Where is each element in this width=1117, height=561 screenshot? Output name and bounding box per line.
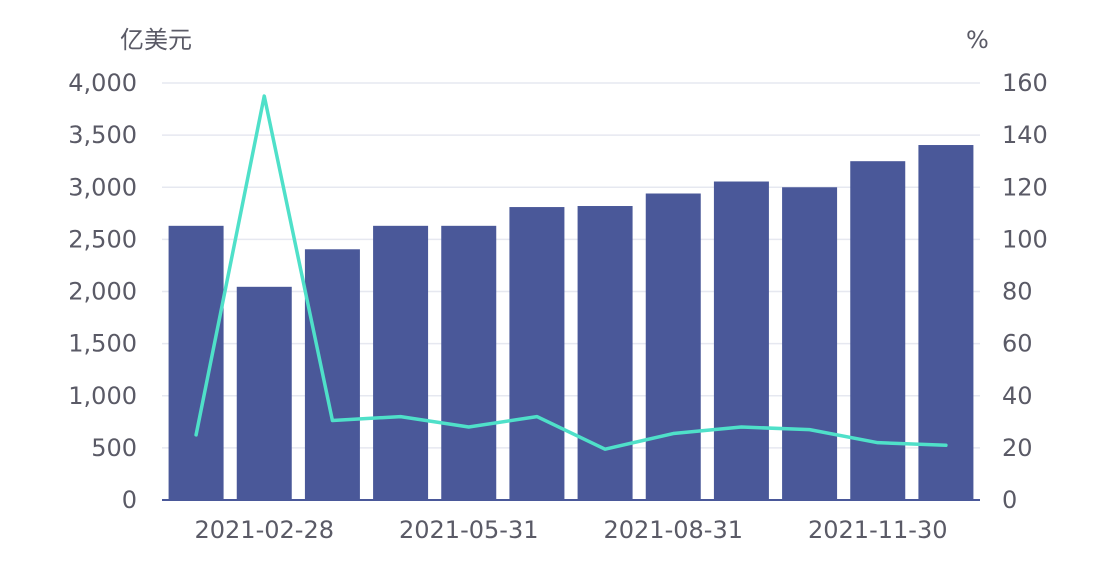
bar	[509, 207, 565, 500]
y-left-tick-label: 500	[91, 434, 137, 462]
x-tick-label: 2021-02-28	[195, 516, 334, 544]
y-axis-left: 0 500 1,000 1,500 2,000 2,500 3,000 3,500 4,000	[68, 69, 137, 514]
x-tick-label: 2021-11-30	[808, 516, 947, 544]
bar	[850, 161, 906, 500]
y-right-tick-label: 160	[1002, 69, 1048, 97]
bar	[713, 181, 769, 501]
bar	[373, 225, 429, 500]
bar	[645, 193, 701, 500]
bar	[782, 187, 838, 500]
y-right-tick-label: 60	[1002, 330, 1033, 358]
bar	[441, 225, 497, 500]
y-right-tick-label: 80	[1002, 278, 1033, 306]
line-series	[194, 94, 948, 451]
y-right-tick-label: 120	[1002, 173, 1048, 201]
bar-series	[168, 145, 974, 501]
y-left-tick-label: 3,000	[68, 173, 137, 201]
y-right-unit-label: %	[966, 26, 989, 54]
y-left-tick-label: 2,000	[68, 278, 137, 306]
bar	[236, 286, 292, 500]
x-axis-ticks: 2021-02-28 2021-05-31 2021-08-31 2021-11-30	[195, 516, 948, 544]
y-left-tick-label: 0	[122, 486, 137, 514]
y-right-tick-label: 140	[1002, 121, 1048, 149]
y-right-tick-label: 20	[1002, 434, 1033, 462]
bar	[918, 145, 974, 500]
y-left-tick-label: 1,500	[68, 330, 137, 358]
bar	[168, 225, 224, 500]
x-tick-label: 2021-05-31	[399, 516, 538, 544]
bar	[304, 249, 360, 500]
y-left-tick-label: 3,500	[68, 121, 137, 149]
gridlines	[162, 82, 980, 449]
y-axis-right: 0 20 40 60 80 100 120 140 160	[1002, 69, 1048, 514]
y-left-tick-label: 4,000	[68, 69, 137, 97]
y-left-tick-label: 2,500	[68, 225, 137, 253]
y-right-tick-label: 40	[1002, 382, 1033, 410]
y-right-tick-label: 0	[1002, 486, 1017, 514]
y-right-tick-label: 100	[1002, 225, 1048, 253]
x-tick-label: 2021-08-31	[604, 516, 743, 544]
bar	[577, 206, 633, 500]
y-left-tick-label: 1,000	[68, 382, 137, 410]
y-left-unit-label: 亿美元	[120, 26, 192, 54]
